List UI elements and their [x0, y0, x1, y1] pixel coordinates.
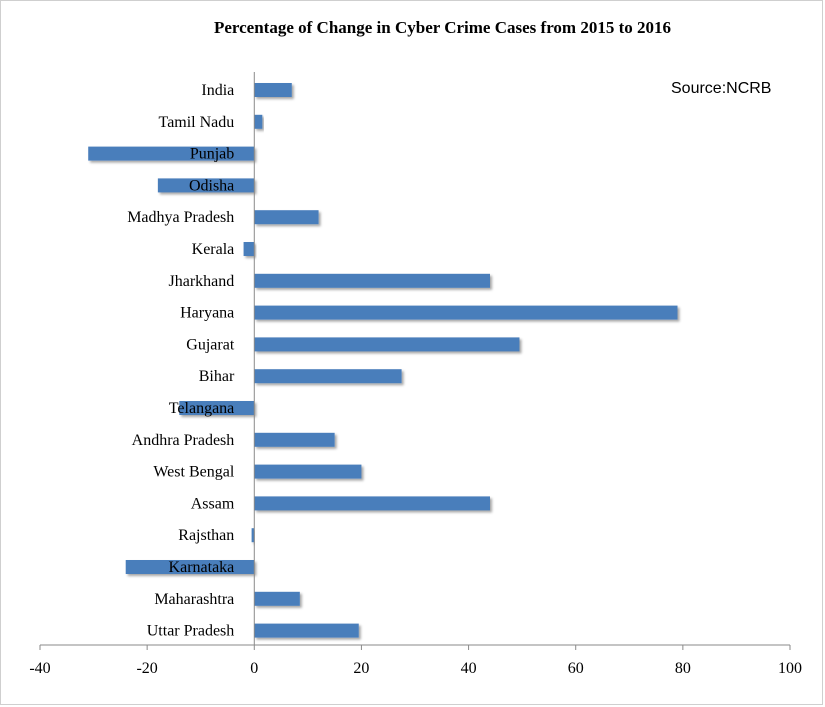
bar-bihar	[254, 369, 402, 384]
bar-uttar-pradesh	[254, 623, 359, 638]
bar-india	[254, 83, 292, 97]
bar-gujarat	[254, 337, 520, 352]
bar-madhya-pradesh	[254, 210, 319, 225]
category-label: Kerala	[192, 241, 235, 258]
category-label: Uttar Pradesh	[147, 623, 235, 640]
x-tick-label: 40	[461, 660, 477, 677]
bar-rajsthan	[251, 528, 255, 543]
x-tick-label: 100	[778, 660, 802, 677]
category-label: Karnataka	[169, 559, 235, 576]
x-tick-label: -40	[29, 660, 50, 677]
x-tick-label: -20	[136, 660, 157, 677]
bar-jharkhand	[254, 273, 490, 288]
bar-west-bengal	[254, 464, 362, 479]
category-label: Punjab	[190, 146, 234, 163]
category-label: Madhya Pradesh	[127, 209, 234, 226]
bar-kerala	[243, 242, 255, 256]
category-label: Jharkhand	[169, 273, 235, 290]
category-label: West Bengal	[153, 464, 234, 481]
x-tick-label: 0	[250, 660, 258, 677]
chart-title: Percentage of Change in Cyber Crime Case…	[213, 18, 672, 37]
bar-andhra-pradesh	[254, 432, 335, 447]
bars-layer	[88, 83, 678, 638]
category-label: Assam	[191, 495, 235, 512]
bar-odisha	[157, 178, 255, 193]
category-label: India	[201, 82, 234, 99]
tick-labels-layer: -40 -20 0 20 40 60 80 100	[29, 660, 802, 677]
category-label: Rajsthan	[178, 527, 234, 544]
axes-layer	[39, 72, 791, 650]
category-label: Haryana	[180, 305, 234, 322]
category-label: Andhra Pradesh	[132, 432, 235, 449]
category-label: Tamil Nadu	[159, 114, 235, 131]
bar-karnataka	[125, 560, 255, 574]
bar-haryana	[254, 305, 678, 320]
bar-telangana	[179, 401, 255, 415]
category-labels-layer: India Tamil Nadu Punjab Odisha Madhya Prades…	[127, 82, 235, 640]
bar-punjab	[88, 146, 255, 161]
x-tick-label: 80	[675, 660, 691, 677]
category-label: Gujarat	[186, 336, 235, 353]
x-tick-label: 20	[353, 660, 369, 677]
bar-maharashtra	[254, 591, 300, 606]
bar-tamil-nadu	[254, 114, 263, 129]
category-label: Maharashtra	[154, 591, 234, 608]
source-annotation: Source:NCRB	[671, 80, 772, 97]
category-label: Odisha	[189, 177, 234, 194]
category-label: Telangana	[169, 400, 235, 417]
x-tick-label: 60	[568, 660, 584, 677]
category-label: Bihar	[199, 368, 235, 385]
bar-assam	[254, 496, 490, 511]
